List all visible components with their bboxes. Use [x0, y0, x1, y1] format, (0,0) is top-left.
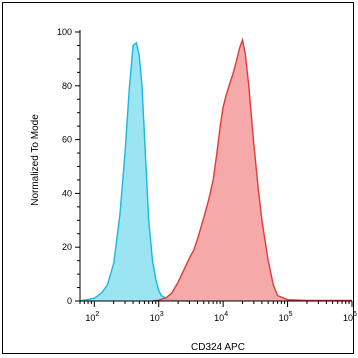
y-tick-label: 80	[62, 81, 72, 91]
axes-layer: 0 20 40 60 80 100 102 103 104 105 106	[57, 27, 357, 323]
series-1-area	[152, 40, 352, 301]
x-tick-label: 104	[214, 311, 228, 323]
series-layer	[79, 37, 352, 302]
series-0-line	[79, 41, 190, 302]
y-tick-label: 0	[67, 296, 72, 306]
x-tick-label: 105	[279, 311, 293, 323]
x-axis-label: CD324 APC	[191, 342, 245, 353]
y-tick-label: 20	[62, 242, 72, 252]
series-1-line	[152, 37, 352, 302]
x-tick-label: 102	[85, 311, 99, 323]
y-tick-label: 60	[62, 135, 72, 145]
x-tick-label: 106	[343, 311, 357, 323]
x-tick-label: 103	[150, 311, 164, 323]
series-0-area	[80, 42, 190, 302]
y-tick-label: 40	[62, 188, 72, 198]
y-axis-label: Normalized To Mode	[30, 114, 41, 206]
y-tick-label: 100	[57, 27, 72, 37]
